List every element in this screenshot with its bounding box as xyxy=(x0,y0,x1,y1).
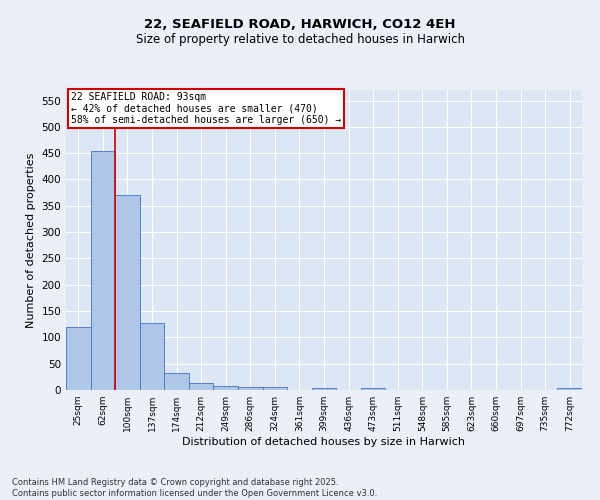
Bar xyxy=(115,196,140,390)
Bar xyxy=(361,388,385,390)
Text: 22 SEAFIELD ROAD: 93sqm
← 42% of detached houses are smaller (470)
58% of semi-d: 22 SEAFIELD ROAD: 93sqm ← 42% of detache… xyxy=(71,92,341,124)
Bar xyxy=(189,383,214,390)
Bar xyxy=(238,388,263,390)
Text: Contains HM Land Registry data © Crown copyright and database right 2025.
Contai: Contains HM Land Registry data © Crown c… xyxy=(12,478,377,498)
X-axis label: Distribution of detached houses by size in Harwich: Distribution of detached houses by size … xyxy=(182,437,466,447)
Bar xyxy=(66,327,91,390)
Text: Size of property relative to detached houses in Harwich: Size of property relative to detached ho… xyxy=(136,32,464,46)
Bar xyxy=(214,386,238,390)
Bar xyxy=(164,372,189,390)
Text: 22, SEAFIELD ROAD, HARWICH, CO12 4EH: 22, SEAFIELD ROAD, HARWICH, CO12 4EH xyxy=(144,18,456,30)
Bar xyxy=(557,388,582,390)
Bar xyxy=(140,323,164,390)
Bar xyxy=(263,387,287,390)
Y-axis label: Number of detached properties: Number of detached properties xyxy=(26,152,36,328)
Bar xyxy=(91,150,115,390)
Bar xyxy=(312,388,336,390)
